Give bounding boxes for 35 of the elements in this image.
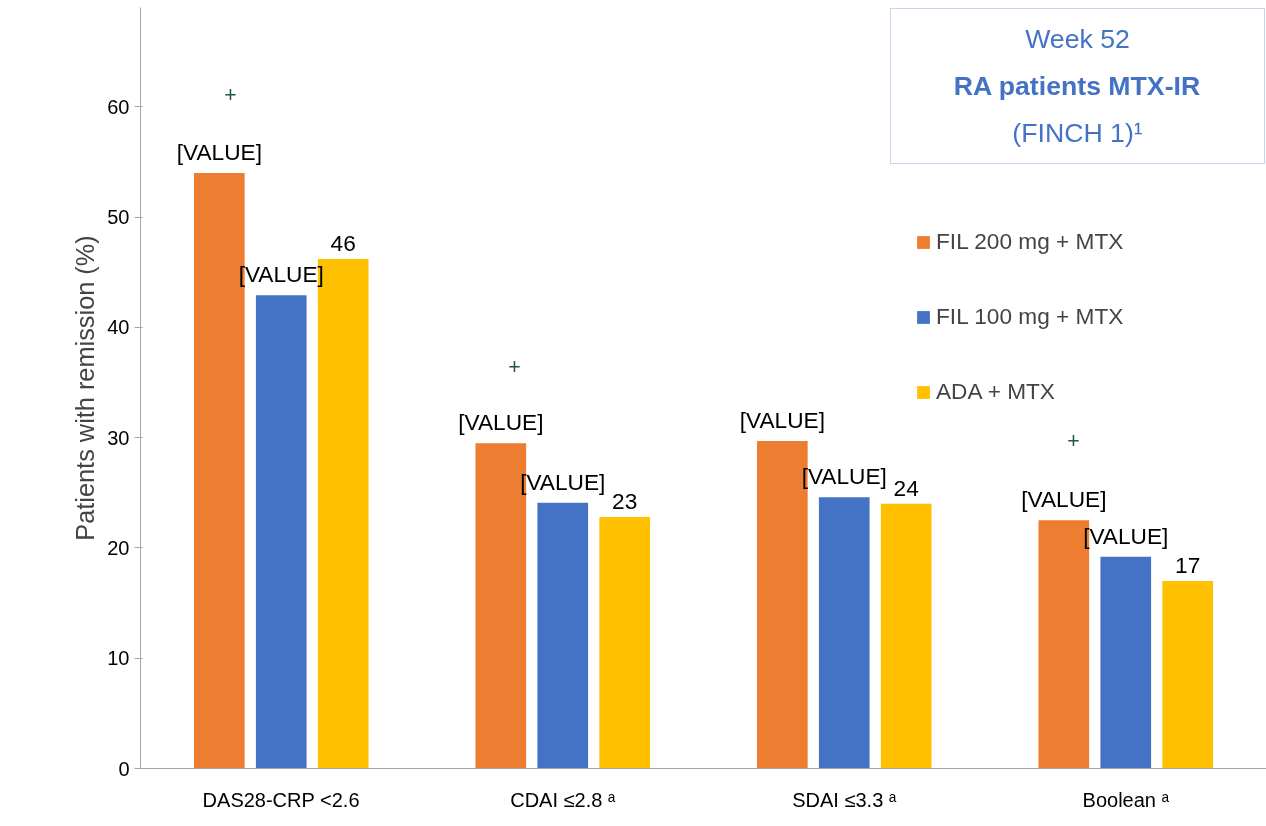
bar	[537, 502, 589, 769]
bar	[599, 517, 651, 769]
bar	[1162, 581, 1214, 769]
x-tick-label: CDAI ≤2.8 ᵃ	[510, 788, 616, 811]
data-label: 17	[1175, 552, 1201, 579]
x-tick-label: SDAI ≤3.3 ᵃ	[792, 788, 897, 811]
x-tick-label: Boolean ᵃ	[1082, 788, 1170, 811]
y-tick-label: 50	[107, 206, 130, 229]
y-tick-label: 30	[107, 426, 130, 449]
bar	[880, 503, 932, 769]
annotation: +	[1067, 429, 1080, 453]
data-label: 23	[612, 488, 638, 515]
annotation: +	[508, 355, 521, 379]
y-axis-title: Patients with remission (%)	[71, 235, 100, 541]
data-label: 46	[330, 229, 356, 256]
data-label: [VALUE]	[1021, 486, 1107, 513]
bar	[1100, 556, 1152, 769]
y-tick-label: 0	[118, 757, 130, 780]
data-label: [VALUE]	[458, 409, 544, 436]
data-label: 24	[893, 474, 919, 501]
text: Week 52	[1025, 23, 1130, 54]
text: RA patients MTX-IR (FINCH 1)¹	[953, 70, 1201, 148]
legend-label: ADA + MTX	[936, 378, 1055, 405]
legend-label: FIL 200 mg + MTX	[936, 228, 1124, 255]
y-tick-label: 40	[107, 316, 130, 339]
y-tick-label: 20	[107, 536, 130, 559]
annotation: +	[224, 83, 237, 107]
legend-label: FIL 100 mg + MTX	[936, 303, 1124, 330]
bar	[255, 295, 307, 769]
y-tick-label: 10	[107, 647, 130, 670]
x-tick-label: DAS28-CRP <2.6	[202, 788, 360, 811]
y-tick-label: 60	[107, 95, 130, 118]
bar	[818, 497, 870, 769]
data-label: [VALUE]	[739, 406, 825, 433]
data-label: [VALUE]	[176, 138, 262, 165]
